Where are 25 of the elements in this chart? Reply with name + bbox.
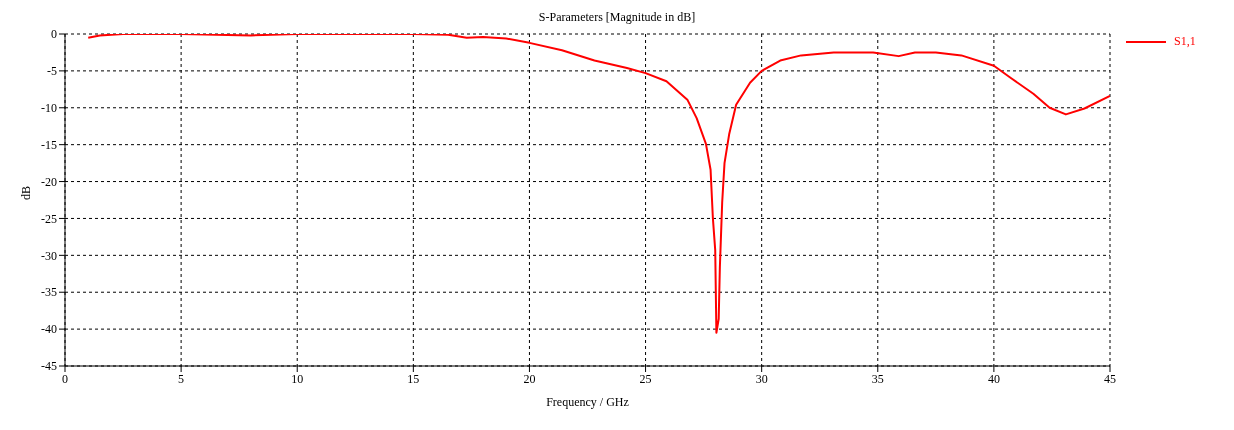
y-tick-label: -40 bbox=[41, 322, 57, 337]
x-tick-label: 25 bbox=[639, 371, 652, 386]
y-tick-label: -30 bbox=[41, 248, 57, 263]
x-tick-label: 40 bbox=[987, 371, 1000, 386]
y-tick-label: 0 bbox=[51, 27, 57, 42]
x-tick-label: 45 bbox=[1104, 371, 1116, 386]
y-tick-label: -5 bbox=[47, 64, 57, 79]
y-tick-label: -20 bbox=[41, 174, 57, 189]
x-tick-label: 35 bbox=[871, 371, 884, 386]
x-tick-label: 0 bbox=[62, 371, 68, 386]
legend-label: S1,1 bbox=[1174, 34, 1196, 49]
chart-title: S-Parameters [Magnitude in dB] bbox=[537, 9, 697, 26]
x-tick-label: 20 bbox=[523, 371, 536, 386]
x-tick-label: 5 bbox=[178, 371, 185, 386]
y-tick-label: -10 bbox=[41, 101, 57, 116]
y-tick-label: -25 bbox=[41, 211, 57, 226]
line-series bbox=[87, 34, 1110, 334]
x-tick-label: 10 bbox=[291, 371, 304, 386]
x-tick-label: 30 bbox=[755, 371, 768, 386]
x-tick-label: 15 bbox=[407, 371, 420, 386]
y-tick-label: -15 bbox=[41, 137, 57, 152]
x-axis-title: Frequency / GHz bbox=[546, 395, 629, 409]
y-tick-label: -45 bbox=[41, 359, 57, 374]
y-axis-title: dB bbox=[19, 185, 34, 200]
y-tick-label: -35 bbox=[41, 285, 57, 300]
